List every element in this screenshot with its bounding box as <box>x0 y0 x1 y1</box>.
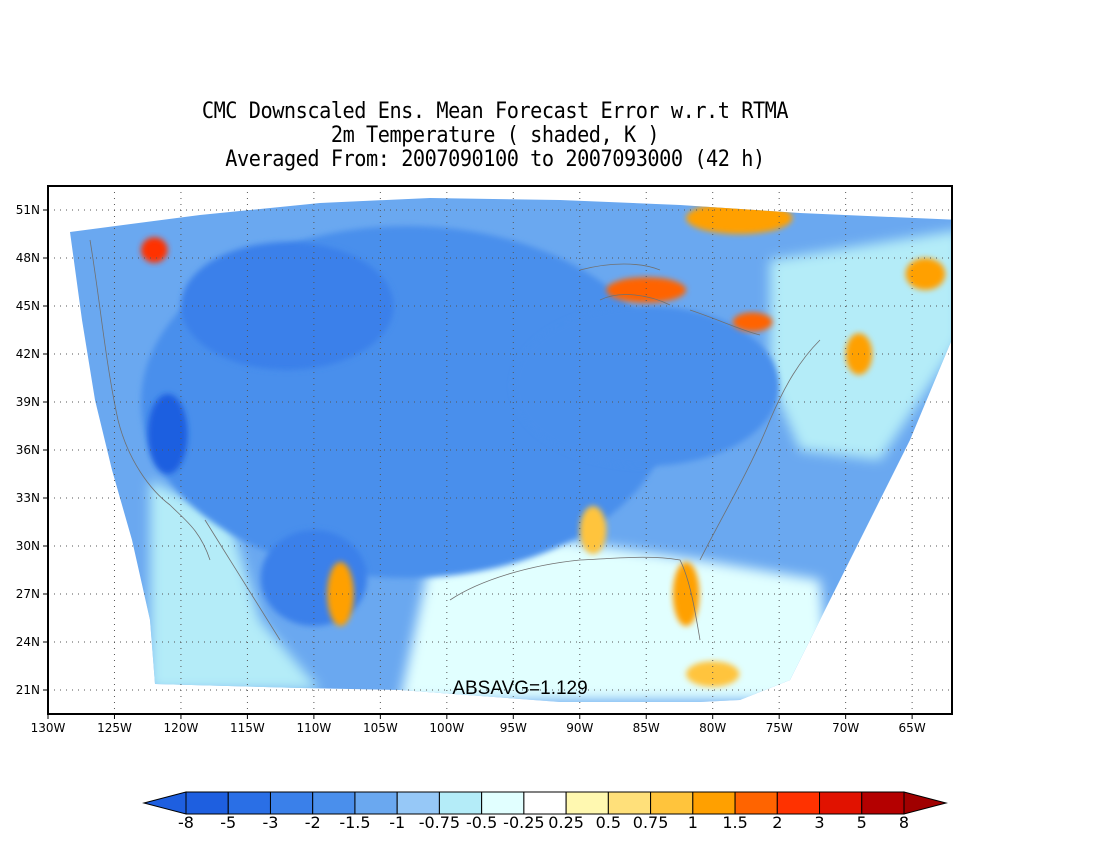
y-tick-label: 42N <box>16 347 40 361</box>
latitude-ticks: 21N 24N 27N 30N 33N 36N 39N 42N 45N 48N 51N <box>16 203 48 697</box>
gulf-coastline <box>449 556 701 641</box>
x-tick-label: 120W <box>164 721 199 735</box>
colorbar-swatch <box>523 791 567 815</box>
cold-region-4 <box>147 394 188 474</box>
warm-anomaly-11 <box>686 661 740 687</box>
y-tick-label: 30N <box>16 539 40 553</box>
warm-anomaly-5 <box>606 277 687 303</box>
y-tick-label: 27N <box>16 587 40 601</box>
colorbar-swatch <box>396 791 440 815</box>
colorbar-swatch <box>861 791 905 815</box>
warm-anomaly-14 <box>732 312 773 332</box>
x-tick-label: 70W <box>832 721 859 735</box>
colorbar-swatch <box>227 791 271 815</box>
title-block: CMC Downscaled Ens. Mean Forecast Error … <box>0 100 990 172</box>
colorbar-label: -0.75 <box>419 813 460 832</box>
coastlines <box>89 239 821 641</box>
colorbar-label: 0.75 <box>633 813 669 832</box>
colorbar-low-arrow <box>142 791 187 815</box>
colorbar-swatch <box>650 791 694 815</box>
colorbar-swatch <box>354 791 398 815</box>
colorbar-label: 2 <box>772 813 782 832</box>
map-panel <box>48 186 952 714</box>
warm-anomaly-12 <box>905 258 946 290</box>
pacific-sea-region <box>150 480 320 690</box>
x-tick-label: 115W <box>230 721 265 735</box>
x-tick-label: 80W <box>699 721 726 735</box>
field-features <box>141 202 946 687</box>
colorbar-label: 8 <box>899 813 909 832</box>
x-tick-label: 110W <box>296 721 331 735</box>
warm-anomaly-13 <box>579 506 607 554</box>
grid-lines <box>48 186 952 714</box>
colorbar-swatch <box>565 791 609 815</box>
colorbar-swatch <box>776 791 821 815</box>
x-tick-label: 130W <box>31 721 66 735</box>
y-tick-label: 48N <box>16 251 40 265</box>
y-tick-label: 24N <box>16 635 40 649</box>
y-tick-label: 39N <box>16 395 40 409</box>
colorbar-swatch <box>734 791 778 815</box>
absavg-annotation: ABSAVG=1.129 <box>452 678 587 699</box>
colorbar-swatch <box>438 791 483 815</box>
colorbar-swatch <box>819 791 863 815</box>
colorbar-label: -3 <box>262 813 278 832</box>
title-line-3: Averaged From: 2007090100 to 2007093000 … <box>225 147 765 172</box>
colorbar-label: -2 <box>305 813 321 832</box>
warm-anomaly-10 <box>141 237 168 263</box>
warm-anomaly-8 <box>672 562 700 626</box>
colorbar-swatch <box>481 791 525 815</box>
title-line-1: CMC Downscaled Ens. Mean Forecast Error … <box>201 99 789 124</box>
colorbar-swatch <box>312 791 356 815</box>
y-tick-label: 51N <box>16 203 40 217</box>
colorbar-label: -1.5 <box>339 813 370 832</box>
colorbar-swatch <box>692 791 736 815</box>
gulf-region <box>400 540 830 700</box>
longitude-ticks: 130W 125W 120W 115W 110W 105W 100W 95W 90W 85W 80W… <box>31 714 926 735</box>
x-tick-label: 125W <box>97 721 132 735</box>
colorbar: -8 -5 -3 -2 -1.5 -1 -0.75 -0.5 -0.25 0.25 0.5 0.75 1… <box>142 791 948 832</box>
colorbar-label: -5 <box>220 813 236 832</box>
x-tick-label: 100W <box>429 721 464 735</box>
y-tick-label: 33N <box>16 491 40 505</box>
pacific-coastline <box>89 239 211 561</box>
y-tick-label: 45N <box>16 299 40 313</box>
x-tick-label: 65W <box>899 721 926 735</box>
colorbar-label: 0.25 <box>548 813 584 832</box>
baja-coastline <box>204 519 281 641</box>
colorbar-high-arrow <box>903 791 948 815</box>
colorbar-label: 0.5 <box>596 813 621 832</box>
great-lakes-outline <box>579 263 761 336</box>
x-tick-label: 95W <box>500 721 527 735</box>
x-tick-label: 85W <box>633 721 660 735</box>
y-tick-label: 36N <box>16 443 40 457</box>
x-tick-label: 105W <box>363 721 398 735</box>
colorbar-label: -0.5 <box>466 813 497 832</box>
cold-region-2 <box>180 242 394 370</box>
y-tick-label: 21N <box>16 683 40 697</box>
colorbar-swatch <box>607 791 652 815</box>
colorbar-label: 3 <box>814 813 824 832</box>
x-tick-label: 75W <box>766 721 793 735</box>
colorbar-label: 5 <box>857 813 867 832</box>
colorbar-label: 1.5 <box>722 813 747 832</box>
atlantic-coastline <box>699 339 821 561</box>
colorbar-swatch <box>269 791 314 815</box>
colorbar-label: -1 <box>389 813 405 832</box>
colorbar-swatch <box>185 791 229 815</box>
warm-anomaly-9 <box>327 562 354 626</box>
colorbar-label: -8 <box>178 813 194 832</box>
title-line-2: 2m Temperature ( shaded, K ) <box>330 123 660 148</box>
colorbar-label: 1 <box>688 813 698 832</box>
colorbar-label: -0.25 <box>503 813 544 832</box>
x-tick-label: 90W <box>566 721 593 735</box>
